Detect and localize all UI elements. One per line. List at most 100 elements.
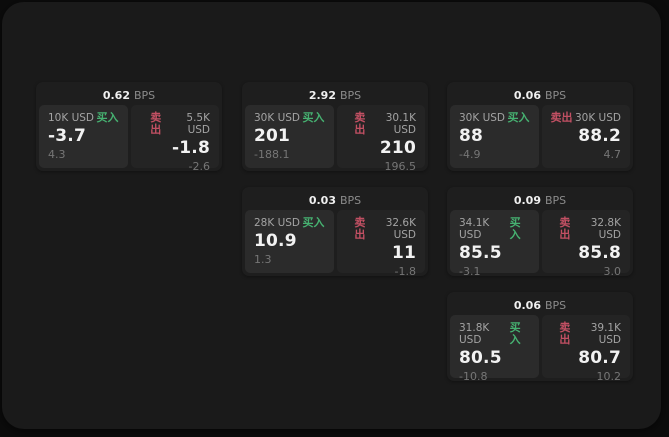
bps-header: 0.62 BPS: [39, 85, 219, 105]
buy-panel[interactable]: 10K USD 买入 -3.7 4.3: [39, 105, 128, 168]
buy-delta: 4.3: [48, 148, 66, 161]
bps-header: 0.06 BPS: [450, 85, 630, 105]
buy-panel-header: 31.8K USD 买入: [459, 321, 530, 347]
quote-panels: 28K USD 买入 10.9 1.3 卖出 32.6K USD 11 -1.8: [245, 210, 425, 278]
bps-header: 0.06 BPS: [450, 295, 630, 315]
buy-delta: -10.8: [459, 370, 488, 383]
buy-price: 85.5: [459, 243, 502, 263]
bps-value: 2.92: [308, 88, 336, 102]
sell-delta: 196.5: [384, 160, 417, 173]
buy-amount: 31.8K USD: [459, 322, 490, 346]
bps-header: 0.09 BPS: [450, 190, 630, 210]
quote-card: 0.62 BPS 10K USD 买入 -3.7 4.3 卖出 5.5K USD…: [36, 82, 222, 173]
buy-panel[interactable]: 31.8K USD 买入 80.5 -10.8: [450, 315, 539, 383]
sell-side-label: 卖出: [559, 216, 571, 241]
buy-amount: 30K USD: [254, 112, 301, 124]
sell-panel[interactable]: 卖出 5.5K USD -1.8 -2.6: [130, 105, 219, 173]
bps-unit-label: BPS: [544, 88, 567, 102]
buy-delta: 1.3: [254, 253, 272, 266]
quote-panels: 34.1K USD 买入 85.5 -3.1 卖出 32.8K USD 85.8…: [450, 210, 630, 278]
sell-side-label: 卖出: [150, 111, 162, 136]
bps-value: 0.62: [102, 88, 130, 102]
sell-side-label: 卖出: [550, 111, 573, 124]
sell-amount: 30K USD: [574, 112, 621, 124]
sell-panel-header: 卖出 5.5K USD: [140, 111, 210, 137]
sell-amount: 5.5K USD: [186, 112, 210, 136]
sell-side-label: 卖出: [559, 321, 571, 346]
quote-card: 0.06 BPS 30K USD 买入 88 -4.9 卖出 30K USD 8…: [447, 82, 633, 171]
quote-card: 2.92 BPS 30K USD 买入 201 -188.1 卖出 30.1K …: [242, 82, 428, 173]
sell-panel-header: 卖出 32.8K USD: [551, 216, 621, 242]
sell-side-label: 卖出: [354, 111, 366, 136]
buy-panel-header: 30K USD 买入: [459, 111, 530, 125]
buy-price: 80.5: [459, 348, 502, 368]
bps-value: 0.09: [513, 193, 541, 207]
buy-price: 88: [459, 126, 484, 146]
sell-amount: 32.6K USD: [385, 217, 416, 241]
sell-delta: -1.8: [394, 265, 416, 278]
sell-panel[interactable]: 卖出 32.8K USD 85.8 3.0: [541, 210, 630, 278]
sell-side-label: 卖出: [354, 216, 366, 241]
buy-delta: -4.9: [459, 148, 481, 161]
quote-panels: 31.8K USD 买入 80.5 -10.8 卖出 39.1K USD 80.…: [450, 315, 630, 383]
buy-panel[interactable]: 28K USD 买入 10.9 1.3: [245, 210, 334, 273]
bps-header: 0.03 BPS: [245, 190, 425, 210]
sell-price: 210: [379, 138, 416, 158]
sell-panel-header: 卖出 32.6K USD: [346, 216, 416, 242]
bps-unit-label: BPS: [339, 193, 362, 207]
quote-panels: 30K USD 买入 88 -4.9 卖出 30K USD 88.2 4.7: [450, 105, 630, 168]
sell-panel-header: 卖出 30.1K USD: [346, 111, 416, 137]
buy-delta: -3.1: [459, 265, 481, 278]
bps-unit-label: BPS: [544, 298, 567, 312]
buy-panel-header: 30K USD 买入: [254, 111, 325, 125]
sell-amount: 30.1K USD: [385, 112, 416, 136]
bps-value: 0.03: [308, 193, 336, 207]
bps-unit-label: BPS: [133, 88, 156, 102]
buy-panel-header: 28K USD 买入: [254, 216, 325, 230]
sell-panel[interactable]: 卖出 30K USD 88.2 4.7: [541, 105, 630, 168]
bps-unit-label: BPS: [544, 193, 567, 207]
buy-side-label: 买入: [509, 321, 521, 346]
sell-price: 11: [391, 243, 416, 263]
sell-panel[interactable]: 卖出 30.1K USD 210 196.5: [336, 105, 425, 173]
buy-panel-header: 34.1K USD 买入: [459, 216, 530, 242]
sell-delta: -2.6: [188, 160, 210, 173]
sell-delta: 3.0: [603, 265, 622, 278]
sell-price: 80.7: [578, 348, 621, 368]
buy-panel-header: 10K USD 买入: [48, 111, 119, 125]
sell-delta: 10.2: [596, 370, 622, 383]
sell-delta: 4.7: [603, 148, 622, 161]
buy-amount: 28K USD: [254, 217, 301, 229]
buy-price: 10.9: [254, 231, 297, 251]
sell-panel[interactable]: 卖出 32.6K USD 11 -1.8: [336, 210, 425, 278]
buy-side-label: 买入: [302, 111, 325, 124]
buy-panel[interactable]: 34.1K USD 买入 85.5 -3.1: [450, 210, 539, 278]
bps-value: 0.06: [513, 88, 541, 102]
buy-panel[interactable]: 30K USD 买入 88 -4.9: [450, 105, 539, 168]
sell-price: 85.8: [578, 243, 621, 263]
sell-panel-header: 卖出 39.1K USD: [551, 321, 621, 347]
buy-price: -3.7: [48, 126, 86, 146]
bps-header: 2.92 BPS: [245, 85, 425, 105]
sell-price: -1.8: [172, 138, 210, 158]
buy-side-label: 买入: [507, 111, 530, 124]
bps-value: 0.06: [513, 298, 541, 312]
sell-panel[interactable]: 卖出 39.1K USD 80.7 10.2: [541, 315, 630, 383]
buy-price: 201: [254, 126, 291, 146]
buy-side-label: 买入: [302, 216, 325, 229]
buy-panel[interactable]: 30K USD 买入 201 -188.1: [245, 105, 334, 168]
buy-amount: 34.1K USD: [459, 217, 490, 241]
quote-card: 0.09 BPS 34.1K USD 买入 85.5 -3.1 卖出 32.8K…: [447, 187, 633, 278]
bps-unit-label: BPS: [339, 88, 362, 102]
buy-side-label: 买入: [96, 111, 119, 124]
quote-panels: 30K USD 买入 201 -188.1 卖出 30.1K USD 210 1…: [245, 105, 425, 173]
sell-panel-header: 卖出 30K USD: [550, 111, 622, 125]
sell-amount: 32.8K USD: [590, 217, 621, 241]
quote-card: 0.06 BPS 31.8K USD 买入 80.5 -10.8 卖出 39.1…: [447, 292, 633, 383]
buy-side-label: 买入: [509, 216, 521, 241]
quote-board-surface: 0.62 BPS 10K USD 买入 -3.7 4.3 卖出 5.5K USD…: [2, 2, 661, 429]
buy-amount: 30K USD: [459, 112, 506, 124]
buy-delta: -188.1: [254, 148, 290, 161]
sell-amount: 39.1K USD: [590, 322, 621, 346]
quote-panels: 10K USD 买入 -3.7 4.3 卖出 5.5K USD -1.8 -2.…: [39, 105, 219, 173]
